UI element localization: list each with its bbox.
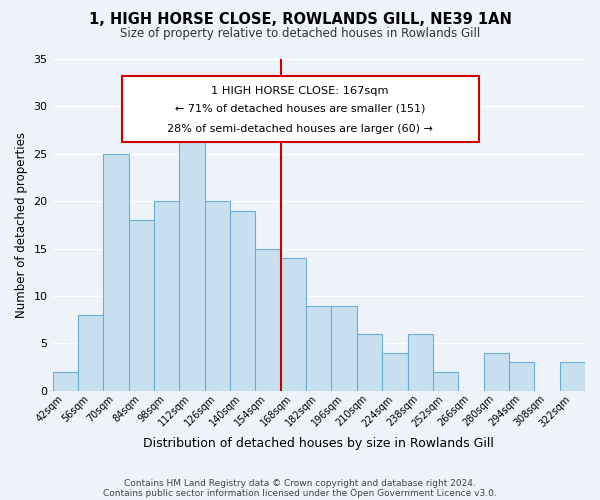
- Text: ← 71% of detached houses are smaller (151): ← 71% of detached houses are smaller (15…: [175, 104, 425, 114]
- Bar: [179, 135, 205, 391]
- Bar: [560, 362, 585, 391]
- Text: Contains HM Land Registry data © Crown copyright and database right 2024.: Contains HM Land Registry data © Crown c…: [124, 478, 476, 488]
- Bar: [306, 306, 331, 391]
- Bar: [230, 210, 256, 391]
- Bar: [128, 220, 154, 391]
- Y-axis label: Number of detached properties: Number of detached properties: [15, 132, 28, 318]
- Bar: [433, 372, 458, 391]
- Bar: [509, 362, 534, 391]
- Bar: [407, 334, 433, 391]
- Text: 1, HIGH HORSE CLOSE, ROWLANDS GILL, NE39 1AN: 1, HIGH HORSE CLOSE, ROWLANDS GILL, NE39…: [89, 12, 511, 28]
- Text: 28% of semi-detached houses are larger (60) →: 28% of semi-detached houses are larger (…: [167, 124, 433, 134]
- Bar: [331, 306, 357, 391]
- X-axis label: Distribution of detached houses by size in Rowlands Gill: Distribution of detached houses by size …: [143, 437, 494, 450]
- FancyBboxPatch shape: [122, 76, 479, 142]
- Text: Size of property relative to detached houses in Rowlands Gill: Size of property relative to detached ho…: [120, 28, 480, 40]
- Text: 1 HIGH HORSE CLOSE: 167sqm: 1 HIGH HORSE CLOSE: 167sqm: [211, 86, 389, 96]
- Bar: [205, 201, 230, 391]
- Bar: [281, 258, 306, 391]
- Bar: [154, 201, 179, 391]
- Text: Contains public sector information licensed under the Open Government Licence v3: Contains public sector information licen…: [103, 488, 497, 498]
- Bar: [78, 315, 103, 391]
- Bar: [256, 248, 281, 391]
- Bar: [53, 372, 78, 391]
- Bar: [484, 353, 509, 391]
- Bar: [103, 154, 128, 391]
- Bar: [357, 334, 382, 391]
- Bar: [382, 353, 407, 391]
